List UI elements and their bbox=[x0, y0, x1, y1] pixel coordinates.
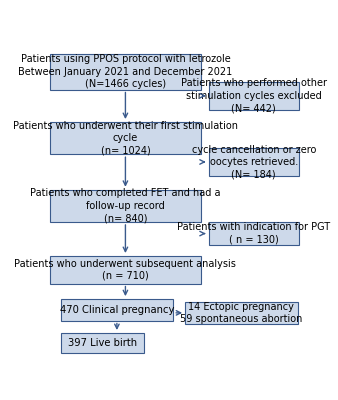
FancyBboxPatch shape bbox=[50, 190, 201, 222]
FancyBboxPatch shape bbox=[209, 82, 299, 110]
Text: Patients who performed other
stimulation cycles excluded
(N= 442): Patients who performed other stimulation… bbox=[181, 78, 327, 113]
FancyBboxPatch shape bbox=[61, 333, 144, 353]
Text: Patients with indication for PGT
( n = 130): Patients with indication for PGT ( n = 1… bbox=[177, 222, 330, 245]
Text: cycle cancellation or zero
oocytes retrieved.
(N= 184): cycle cancellation or zero oocytes retri… bbox=[192, 144, 316, 179]
Text: 14 Ectopic pregnancy
59 spontaneous abortion: 14 Ectopic pregnancy 59 spontaneous abor… bbox=[180, 302, 303, 324]
FancyBboxPatch shape bbox=[61, 299, 173, 320]
FancyBboxPatch shape bbox=[50, 256, 201, 284]
Text: 397 Live birth: 397 Live birth bbox=[68, 338, 137, 348]
FancyBboxPatch shape bbox=[209, 148, 299, 176]
FancyBboxPatch shape bbox=[50, 54, 201, 90]
Text: Patients using PPOS protocol with letrozole
Between January 2021 and December 20: Patients using PPOS protocol with letroz… bbox=[18, 54, 233, 89]
Text: Patients who completed FET and had a
follow-up record
(n= 840): Patients who completed FET and had a fol… bbox=[30, 188, 221, 223]
Text: Patients who underwent subsequent analysis
(n = 710): Patients who underwent subsequent analys… bbox=[15, 258, 236, 281]
Text: 470 Clinical pregnancy: 470 Clinical pregnancy bbox=[60, 305, 174, 315]
FancyBboxPatch shape bbox=[50, 122, 201, 154]
FancyBboxPatch shape bbox=[209, 222, 299, 245]
FancyBboxPatch shape bbox=[185, 302, 298, 324]
Text: Patients who underwent their first stimulation
cycle
(n= 1024): Patients who underwent their first stimu… bbox=[13, 121, 238, 156]
